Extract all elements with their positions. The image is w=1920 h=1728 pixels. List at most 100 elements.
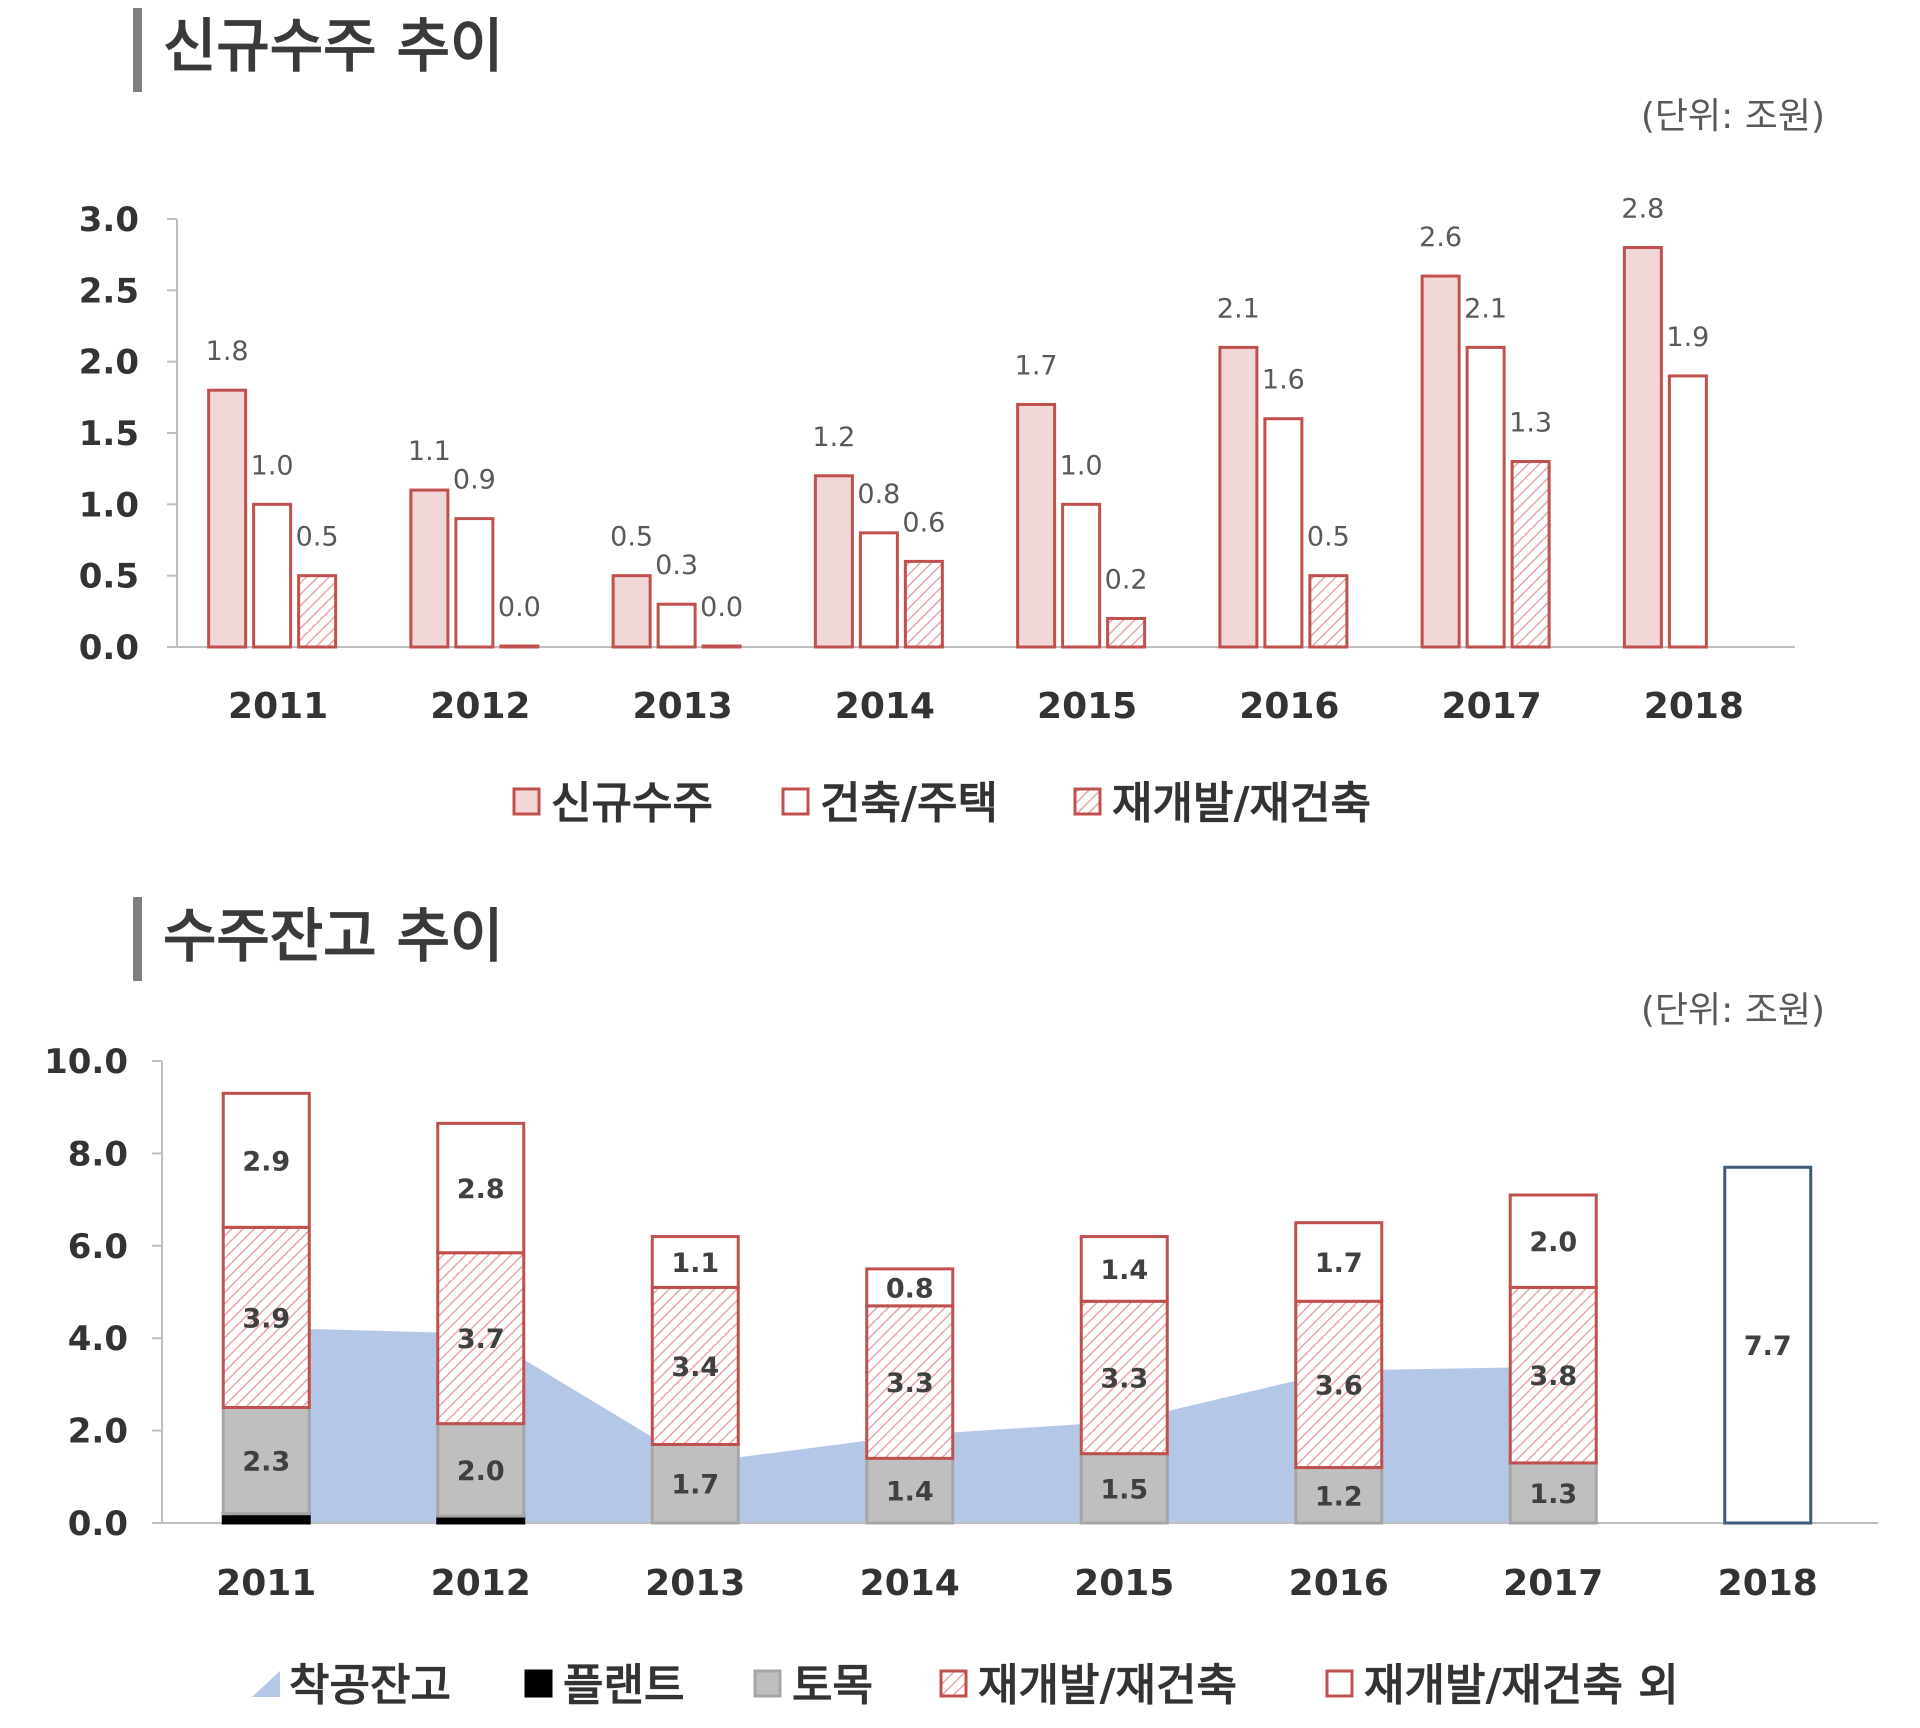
chart2-unit: (단위: 조원) [1641, 990, 1825, 1031]
legend-swatch [753, 1669, 782, 1698]
bar-red-fill [611, 574, 652, 649]
y-tick-label: 0.0 [68, 1504, 128, 1544]
new-orders-chart: 0.0 0.5 1.0 1.5 2.0 2.5 3.0 2011 1.8 1.0 0.5 2012 1.… [79, 194, 1795, 727]
legend-swatch [1073, 787, 1102, 816]
data-label: 0.5 [610, 522, 653, 553]
data-label: 1.3 [1509, 408, 1552, 439]
data-label: 2.8 [1621, 194, 1664, 225]
y-tick-label: 8.0 [68, 1134, 128, 1174]
legend-label: 재개발/재건축 [978, 1660, 1237, 1711]
segment-label: 3.8 [1529, 1361, 1577, 1392]
legend-label: 착공잔고 [289, 1660, 451, 1711]
y-tick-label: 10.0 [44, 1042, 128, 1082]
stack-segment-hatch [436, 1251, 526, 1426]
y-tick-label: 2.5 [79, 271, 139, 311]
data-label: 1.1 [408, 436, 451, 467]
x-tick-label: 2018 [1718, 1563, 1818, 1604]
bar-red-fill [409, 488, 450, 649]
x-tick-label: 2015 [1074, 1563, 1174, 1604]
data-label: 1.6 [1262, 365, 1305, 396]
data-label: 1.2 [812, 422, 855, 453]
data-label: 0.3 [655, 550, 698, 581]
bar-hatch [499, 644, 540, 649]
data-label: 0.5 [296, 522, 339, 553]
bar-hatch [903, 559, 944, 649]
segment-label: 1.7 [671, 1470, 719, 1501]
bar-hatch [1510, 460, 1551, 649]
stack-segment-hatch [1079, 1299, 1169, 1456]
bar-red-fill [1622, 246, 1663, 649]
segment-label: 1.3 [1529, 1479, 1577, 1510]
stack-segment-gray [650, 1442, 740, 1525]
y-tick-label: 3.0 [79, 200, 139, 240]
x-tick-label: 2011 [216, 1563, 316, 1604]
segment-label: 1.2 [1315, 1481, 1363, 1512]
data-label: 0.6 [902, 507, 945, 538]
x-tick-label: 2016 [1239, 686, 1339, 727]
bar-white [1465, 345, 1506, 649]
x-tick-label: 2016 [1289, 1563, 1389, 1604]
stack-segment-hatch [1294, 1299, 1384, 1470]
x-tick-label: 2012 [430, 686, 530, 727]
bar-white [1667, 374, 1708, 649]
segment-label: 2.9 [242, 1146, 290, 1177]
y-tick-label: 4.0 [68, 1319, 128, 1359]
data-label: 2.1 [1464, 293, 1507, 324]
order-backlog-chart: 0.0 2.0 4.0 6.0 8.0 10.0 2011 2.3 3.9 2.9 2012 2.0 3… [44, 1042, 1878, 1604]
bar-red-fill [1420, 274, 1461, 649]
segment-label: 3.4 [671, 1352, 719, 1383]
segment-label: 2.8 [457, 1174, 505, 1205]
area-start-backlog [309, 1328, 1597, 1523]
data-label: 1.7 [1015, 350, 1058, 381]
legend-swatch [512, 787, 541, 816]
x-tick-label: 2011 [228, 686, 328, 727]
title-bar-2 [133, 897, 142, 981]
x-tick-label: 2014 [860, 1563, 960, 1604]
chart1-title: 신규수주 추이 [163, 12, 503, 80]
data-label: 2.1 [1217, 293, 1260, 324]
y-tick-label: 1.0 [79, 485, 139, 525]
stack-segment-white [1079, 1235, 1169, 1303]
segment-label: 2.3 [242, 1447, 290, 1478]
segment-label: 0.8 [886, 1273, 934, 1304]
data-label: 0.9 [453, 465, 496, 496]
data-label: 1.8 [206, 336, 249, 367]
x-tick-label: 2015 [1037, 686, 1137, 727]
bar-red-fill [207, 388, 248, 649]
bar-white [454, 517, 495, 649]
stack-segment-hatch [1508, 1285, 1598, 1465]
legend-swatch [524, 1669, 553, 1698]
data-label: 0.5 [1307, 522, 1350, 553]
x-tick-label: 2013 [645, 1563, 745, 1604]
x-tick-label: 2017 [1442, 686, 1542, 727]
data-label: 0.0 [700, 592, 743, 623]
y-tick-label: 6.0 [68, 1227, 128, 1267]
data-label: 1.0 [251, 450, 294, 481]
bar-white [858, 531, 899, 649]
title-bar-1 [133, 8, 142, 92]
bar-white [252, 502, 293, 649]
segment-label: 3.3 [886, 1368, 934, 1399]
bar-white [656, 602, 697, 649]
segment-label: 1.5 [1100, 1474, 1148, 1505]
bar-hatch [1106, 616, 1147, 649]
data-label: 0.0 [498, 592, 541, 623]
x-tick-label: 2013 [633, 686, 733, 727]
segment-label: 3.9 [242, 1303, 290, 1334]
data-label: 0.2 [1105, 564, 1148, 595]
legend-label: 재개발/재건축 외 [1364, 1660, 1679, 1711]
chart2-title: 수주잔고 추이 [163, 902, 503, 970]
stack-segment-white [650, 1235, 740, 1289]
bar-hatch [1308, 574, 1349, 649]
stack-segment-white [436, 1121, 526, 1255]
x-tick-label: 2012 [431, 1563, 531, 1604]
y-tick-label: 2.0 [79, 343, 139, 383]
y-tick-label: 0.0 [79, 628, 139, 668]
data-label: 1.0 [1060, 450, 1103, 481]
segment-label: 3.7 [457, 1324, 505, 1355]
legend-swatch-area [252, 1671, 280, 1697]
segment-label: 2.0 [457, 1456, 505, 1487]
bar-hatch [297, 574, 338, 649]
bar-red-fill [813, 474, 854, 649]
